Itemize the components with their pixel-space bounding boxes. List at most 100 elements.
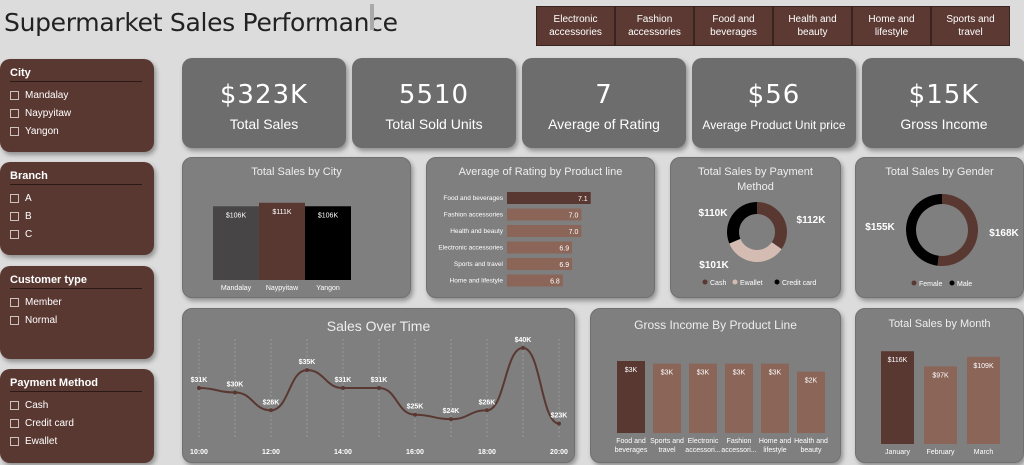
legend-label: Cash (710, 280, 726, 287)
payment-option-credit-card[interactable]: Credit card (10, 414, 144, 432)
city-option-yangon[interactable]: Yangon (10, 122, 144, 140)
payment-method-filter-title: Payment Method (10, 377, 142, 392)
data-label: $109K (973, 363, 994, 370)
kpi-label: Total Sold Units (385, 116, 483, 132)
data-label: 6.9 (559, 262, 569, 269)
kpi-average-unit-price: $56 Average Product Unit price (692, 58, 856, 148)
tick-label: Mandalay (221, 285, 252, 292)
kpi-total-sold-units: 5510 Total Sold Units (352, 58, 516, 148)
checkbox-icon (10, 229, 19, 239)
bar (617, 361, 645, 433)
category-label: Electronic accessories (438, 245, 503, 252)
city-option-naypyitaw[interactable]: Naypyitaw (10, 104, 144, 122)
branch-option-c[interactable]: C (10, 225, 144, 243)
legend-label: Credit card (782, 280, 816, 287)
tick-label: beauty (800, 447, 822, 454)
chart-title: Total Sales by Gender (885, 166, 994, 178)
bar (689, 363, 717, 433)
legend-label: Ewallet (740, 280, 763, 287)
branch-option-b[interactable]: B (10, 207, 144, 225)
slice (729, 238, 782, 262)
legend-label: Female (919, 281, 942, 288)
chart-title: Sales Over Time (326, 318, 431, 334)
tab-health-and-beauty[interactable]: Health and beauty (773, 6, 852, 46)
data-label: 7.0 (569, 229, 579, 236)
tick-label: 20:00 (550, 449, 568, 456)
data-label: $26K (479, 399, 496, 406)
data-point (305, 368, 309, 373)
kpi-value: 5510 (398, 80, 470, 110)
tab-food-and-beverages[interactable]: Food and beverages (694, 6, 773, 46)
chart-title: Total Sales by Payment Method (698, 166, 813, 193)
chart-sales-over-time[interactable]: Sales Over Time $31K $30K $26K $35K $31K $31K… (182, 308, 575, 463)
bar (924, 366, 957, 444)
chart-title: Average of Rating by Product line (458, 166, 623, 178)
tick-label: 14:00 (334, 449, 352, 456)
data-point (269, 408, 273, 413)
checkbox-icon (10, 90, 19, 100)
payment-method-filter: Payment Method Cash Credit card Ewallet (0, 369, 154, 463)
data-label: $3K (769, 370, 782, 377)
tick-label: accessori... (685, 447, 720, 454)
tick-label: Naypyitaw (266, 285, 299, 292)
chart-rating-by-product-line[interactable]: Average of Rating by Product line Food a… (426, 157, 655, 298)
data-label: 7.0 (569, 213, 579, 220)
kpi-value: $323K (219, 80, 309, 110)
data-label: $25K (407, 404, 424, 411)
tick-label: 12:00 (262, 449, 280, 456)
chart-sales-by-city[interactable]: Total Sales by City $106K Mandalay $111K Na… (182, 157, 411, 298)
branch-filter: Branch A B C (0, 162, 154, 255)
tab-sports-and-travel[interactable]: Sports and travel (931, 6, 1010, 46)
tick-label: Electronic (688, 438, 719, 445)
city-filter-title: City (10, 67, 142, 82)
checkbox-icon (10, 297, 19, 307)
city-filter: City Mandalay Naypyitaw Yangon (0, 59, 154, 152)
data-label: $31K (371, 377, 388, 384)
series-line (198, 346, 560, 425)
data-label: $111K (272, 209, 292, 216)
branch-option-a[interactable]: A (10, 189, 144, 207)
data-point (521, 345, 525, 350)
bar (305, 206, 351, 280)
tick-label: January (885, 449, 910, 456)
customer-option-member[interactable]: Member (10, 293, 144, 311)
data-label: $110K (699, 208, 729, 219)
chart-sales-by-month[interactable]: Total Sales by Month $116K January $97K Feb… (855, 308, 1024, 463)
kpi-label: Average Product Unit price (702, 118, 846, 132)
option-label: Mandalay (25, 89, 69, 101)
tab-fashion-accessories[interactable]: Fashion accessories (615, 6, 694, 46)
tick-label: 16:00 (406, 449, 424, 456)
checkbox-icon (10, 418, 19, 428)
option-label: B (25, 210, 32, 222)
option-label: Member (25, 296, 62, 308)
bar (213, 206, 259, 280)
chart-sales-by-payment[interactable]: Total Sales by Payment Method $112K $110K… (670, 157, 841, 298)
payment-option-cash[interactable]: Cash (10, 396, 144, 414)
data-point (557, 421, 561, 426)
chart-gross-income-by-product[interactable]: Gross Income By Product Line $3K Food and… (590, 308, 841, 463)
bar (507, 241, 573, 254)
kpi-label: Gross Income (900, 116, 988, 132)
page-title: Supermarket Sales Performance (4, 8, 398, 37)
option-label: Naypyitaw (25, 107, 72, 119)
tick-label: Home and (759, 438, 791, 445)
checkbox-icon (10, 126, 19, 136)
bar (507, 192, 591, 204)
kpi-total-sales: $323K Total Sales (182, 58, 346, 148)
tab-electronic-accessories[interactable]: Electronic accessories (536, 6, 615, 46)
category-label: Sports and travel (454, 261, 504, 268)
data-label: 6.9 (559, 246, 569, 253)
data-label: $97K (932, 372, 949, 379)
tick-label: Fashion (727, 438, 752, 445)
data-label: $101K (699, 260, 729, 271)
chart-sales-by-gender[interactable]: Total Sales by Gender $168K $155K Female Ma… (855, 157, 1024, 298)
data-point (377, 386, 381, 390)
chart-title: Total Sales by City (251, 166, 342, 178)
payment-option-ewallet[interactable]: Ewallet (10, 432, 144, 450)
customer-option-normal[interactable]: Normal (10, 311, 144, 329)
tab-home-and-lifestyle[interactable]: Home and lifestyle (852, 6, 931, 46)
city-option-mandalay[interactable]: Mandalay (10, 86, 144, 104)
category-label: Home and lifestyle (450, 278, 504, 285)
title-divider (370, 4, 374, 30)
option-label: A (25, 192, 32, 204)
